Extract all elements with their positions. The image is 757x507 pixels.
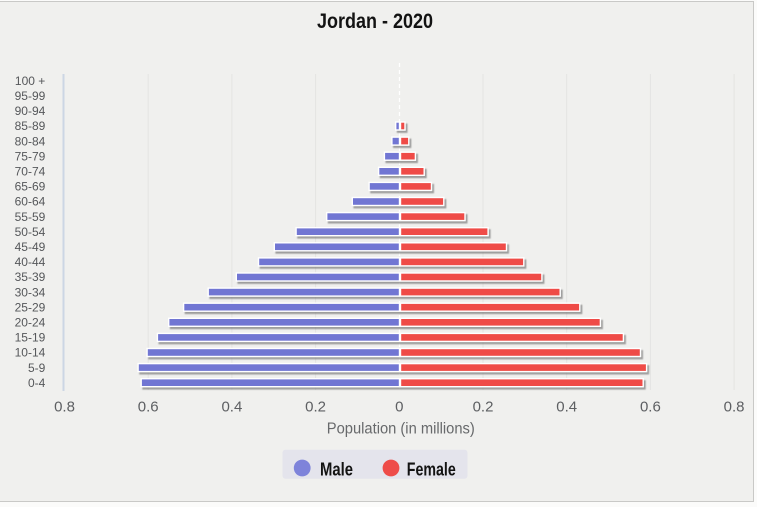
svg-text:10-14: 10-14 — [15, 346, 46, 360]
svg-text:60-64: 60-64 — [15, 195, 46, 209]
svg-text:35-39: 35-39 — [15, 270, 46, 284]
svg-text:65-69: 65-69 — [15, 180, 46, 194]
svg-text:0-4: 0-4 — [28, 376, 46, 390]
svg-text:5-9: 5-9 — [28, 361, 46, 375]
svg-text:45-49: 45-49 — [15, 240, 46, 254]
svg-text:0.8: 0.8 — [54, 399, 75, 416]
svg-text:Male: Male — [320, 459, 353, 479]
svg-text:75-79: 75-79 — [15, 149, 46, 163]
svg-text:30-34: 30-34 — [15, 285, 46, 299]
svg-text:40-44: 40-44 — [15, 255, 46, 269]
svg-text:15-19: 15-19 — [15, 331, 46, 345]
svg-text:55-59: 55-59 — [15, 210, 46, 224]
svg-text:50-54: 50-54 — [15, 225, 46, 239]
svg-text:20-24: 20-24 — [15, 316, 46, 330]
svg-text:0.2: 0.2 — [473, 399, 494, 416]
svg-text:100 +: 100 + — [15, 74, 45, 88]
svg-text:Jordan - 2020: Jordan - 2020 — [317, 10, 433, 33]
svg-text:0.4: 0.4 — [221, 399, 242, 416]
svg-text:Female: Female — [407, 459, 456, 479]
svg-text:0.2: 0.2 — [305, 399, 326, 416]
svg-text:Population (in millions): Population (in millions) — [327, 421, 475, 438]
svg-text:90-94: 90-94 — [15, 104, 46, 118]
svg-text:0.6: 0.6 — [640, 399, 661, 416]
svg-text:25-29: 25-29 — [15, 300, 46, 314]
svg-text:85-89: 85-89 — [15, 119, 46, 133]
svg-text:80-84: 80-84 — [15, 134, 46, 148]
svg-text:0: 0 — [395, 399, 403, 416]
svg-text:0.8: 0.8 — [724, 399, 745, 416]
svg-text:0.6: 0.6 — [138, 399, 159, 416]
svg-text:70-74: 70-74 — [15, 165, 46, 179]
svg-text:0.4: 0.4 — [556, 399, 577, 416]
svg-text:95-99: 95-99 — [15, 89, 46, 103]
